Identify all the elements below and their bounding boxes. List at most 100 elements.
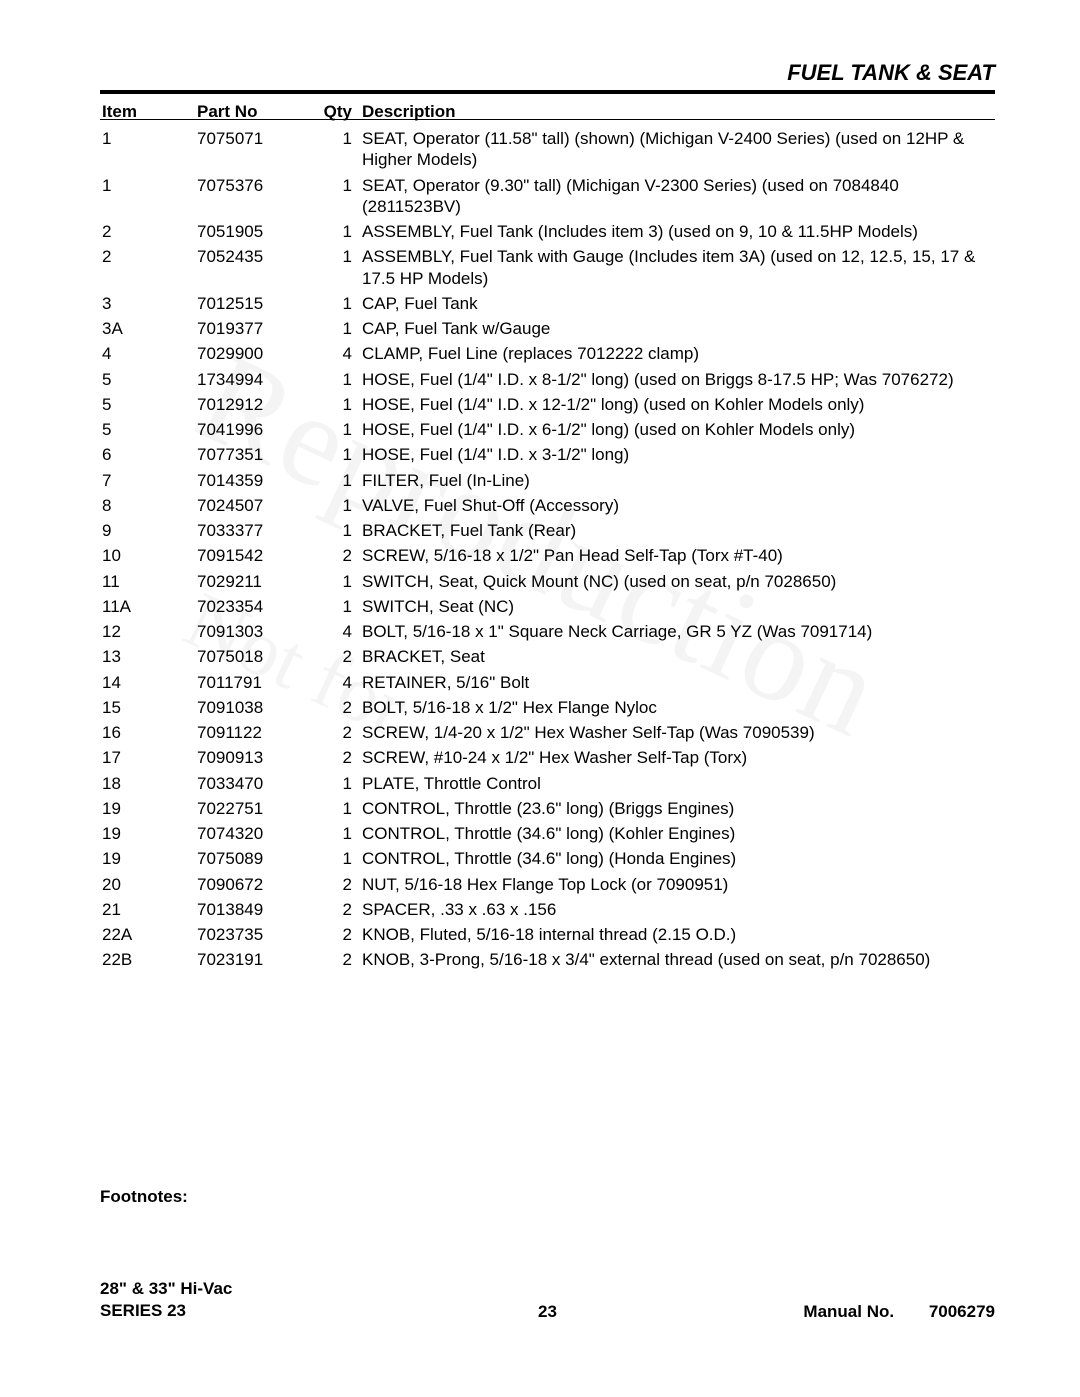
cell-qty: 2 bbox=[315, 695, 360, 720]
cell-part: 7029211 bbox=[195, 569, 315, 594]
cell-part: 7075018 bbox=[195, 644, 315, 669]
cell-part: 7077351 bbox=[195, 442, 315, 467]
cell-item: 6 bbox=[100, 442, 195, 467]
cell-qty: 4 bbox=[315, 619, 360, 644]
cell-item: 7 bbox=[100, 468, 195, 493]
cell-desc: SCREW, 5/16-18 x 1/2" Pan Head Self-Tap … bbox=[360, 543, 995, 568]
cell-desc: RETAINER, 5/16" Bolt bbox=[360, 670, 995, 695]
table-row: 670773511HOSE, Fuel (1/4" I.D. x 3-1/2" … bbox=[100, 442, 995, 467]
cell-item: 2 bbox=[100, 219, 195, 244]
cell-item: 14 bbox=[100, 670, 195, 695]
table-row: 2170138492SPACER, .33 x .63 x .156 bbox=[100, 897, 995, 922]
cell-qty: 1 bbox=[315, 244, 360, 291]
cell-item: 8 bbox=[100, 493, 195, 518]
parts-table: Item Part No Qty Description 170750711SE… bbox=[100, 100, 995, 973]
table-row: 1770909132SCREW, #10-24 x 1/2" Hex Washe… bbox=[100, 745, 995, 770]
cell-part: 7013849 bbox=[195, 897, 315, 922]
cell-item: 20 bbox=[100, 872, 195, 897]
cell-part: 1734994 bbox=[195, 367, 315, 392]
cell-qty: 2 bbox=[315, 897, 360, 922]
cell-qty: 1 bbox=[315, 291, 360, 316]
rule-top bbox=[100, 90, 995, 94]
cell-qty: 1 bbox=[315, 392, 360, 417]
cell-desc: NUT, 5/16-18 Hex Flange Top Lock (or 709… bbox=[360, 872, 995, 897]
cell-item: 22A bbox=[100, 922, 195, 947]
cell-part: 7091038 bbox=[195, 695, 315, 720]
cell-qty: 1 bbox=[315, 796, 360, 821]
cell-qty: 1 bbox=[315, 821, 360, 846]
cell-desc: HOSE, Fuel (1/4" I.D. x 8-1/2" long) (us… bbox=[360, 367, 995, 392]
cell-desc: HOSE, Fuel (1/4" I.D. x 12-1/2" long) (u… bbox=[360, 392, 995, 417]
cell-qty: 1 bbox=[315, 417, 360, 442]
cell-qty: 1 bbox=[315, 569, 360, 594]
cell-part: 7024507 bbox=[195, 493, 315, 518]
rule-under-header bbox=[100, 119, 995, 120]
cell-item: 19 bbox=[100, 796, 195, 821]
cell-part: 7023191 bbox=[195, 947, 315, 972]
table-row: 370125151CAP, Fuel Tank bbox=[100, 291, 995, 316]
cell-qty: 1 bbox=[315, 771, 360, 796]
cell-part: 7033377 bbox=[195, 518, 315, 543]
cell-qty: 2 bbox=[315, 644, 360, 669]
table-row: 1670911222SCREW, 1/4-20 x 1/2" Hex Washe… bbox=[100, 720, 995, 745]
table-row: 170750711SEAT, Operator (11.58" tall) (s… bbox=[100, 126, 995, 173]
cell-part: 7023735 bbox=[195, 922, 315, 947]
cell-qty: 1 bbox=[315, 518, 360, 543]
table-row: 870245071VALVE, Fuel Shut-Off (Accessory… bbox=[100, 493, 995, 518]
cell-desc: KNOB, Fluted, 5/16-18 internal thread (2… bbox=[360, 922, 995, 947]
table-header-row: Item Part No Qty Description bbox=[100, 100, 995, 126]
footer-model: 28" & 33" Hi-Vac bbox=[100, 1278, 232, 1300]
cell-item: 11 bbox=[100, 569, 195, 594]
cell-part: 7091542 bbox=[195, 543, 315, 568]
cell-item: 21 bbox=[100, 897, 195, 922]
cell-part: 7011791 bbox=[195, 670, 315, 695]
cell-item: 9 bbox=[100, 518, 195, 543]
cell-qty: 1 bbox=[315, 594, 360, 619]
cell-qty: 1 bbox=[315, 442, 360, 467]
table-row: 570129121HOSE, Fuel (1/4" I.D. x 12-1/2"… bbox=[100, 392, 995, 417]
cell-part: 7051905 bbox=[195, 219, 315, 244]
cell-desc: CLAMP, Fuel Line (replaces 7012222 clamp… bbox=[360, 341, 995, 366]
table-row: 1070915422SCREW, 5/16-18 x 1/2" Pan Head… bbox=[100, 543, 995, 568]
cell-desc: SWITCH, Seat, Quick Mount (NC) (used on … bbox=[360, 569, 995, 594]
cell-item: 1 bbox=[100, 126, 195, 173]
cell-qty: 2 bbox=[315, 745, 360, 770]
cell-qty: 1 bbox=[315, 468, 360, 493]
cell-qty: 2 bbox=[315, 872, 360, 897]
cell-desc: BRACKET, Fuel Tank (Rear) bbox=[360, 518, 995, 543]
cell-desc: PLATE, Throttle Control bbox=[360, 771, 995, 796]
cell-item: 4 bbox=[100, 341, 195, 366]
table-row: 270524351ASSEMBLY, Fuel Tank with Gauge … bbox=[100, 244, 995, 291]
cell-part: 7052435 bbox=[195, 244, 315, 291]
footer-page-number: 23 bbox=[100, 1302, 995, 1322]
cell-desc: ASSEMBLY, Fuel Tank (Includes item 3) (u… bbox=[360, 219, 995, 244]
cell-desc: CONTROL, Throttle (34.6" long) (Kohler E… bbox=[360, 821, 995, 846]
cell-qty: 1 bbox=[315, 126, 360, 173]
cell-desc: SEAT, Operator (11.58" tall) (shown) (Mi… bbox=[360, 126, 995, 173]
page-footer: 28" & 33" Hi-Vac SERIES 23 23 Manual No.… bbox=[100, 1278, 995, 1322]
table-row: 270519051ASSEMBLY, Fuel Tank (Includes i… bbox=[100, 219, 995, 244]
table-row: 570419961HOSE, Fuel (1/4" I.D. x 6-1/2" … bbox=[100, 417, 995, 442]
cell-part: 7014359 bbox=[195, 468, 315, 493]
cell-part: 7023354 bbox=[195, 594, 315, 619]
cell-desc: SCREW, #10-24 x 1/2" Hex Washer Self-Tap… bbox=[360, 745, 995, 770]
cell-item: 11A bbox=[100, 594, 195, 619]
cell-desc: SWITCH, Seat (NC) bbox=[360, 594, 995, 619]
cell-qty: 4 bbox=[315, 341, 360, 366]
cell-item: 5 bbox=[100, 367, 195, 392]
cell-item: 5 bbox=[100, 417, 195, 442]
table-row: 1870334701PLATE, Throttle Control bbox=[100, 771, 995, 796]
cell-desc: CONTROL, Throttle (23.6" long) (Briggs E… bbox=[360, 796, 995, 821]
cell-item: 18 bbox=[100, 771, 195, 796]
cell-part: 7091303 bbox=[195, 619, 315, 644]
cell-item: 12 bbox=[100, 619, 195, 644]
cell-part: 7019377 bbox=[195, 316, 315, 341]
cell-desc: HOSE, Fuel (1/4" I.D. x 3-1/2" long) bbox=[360, 442, 995, 467]
table-row: 22B70231912KNOB, 3-Prong, 5/16-18 x 3/4"… bbox=[100, 947, 995, 972]
cell-desc: BOLT, 5/16-18 x 1/2" Hex Flange Nyloc bbox=[360, 695, 995, 720]
table-row: 1570910382BOLT, 5/16-18 x 1/2" Hex Flang… bbox=[100, 695, 995, 720]
cell-qty: 1 bbox=[315, 846, 360, 871]
cell-item: 19 bbox=[100, 821, 195, 846]
cell-part: 7029900 bbox=[195, 341, 315, 366]
cell-part: 7022751 bbox=[195, 796, 315, 821]
